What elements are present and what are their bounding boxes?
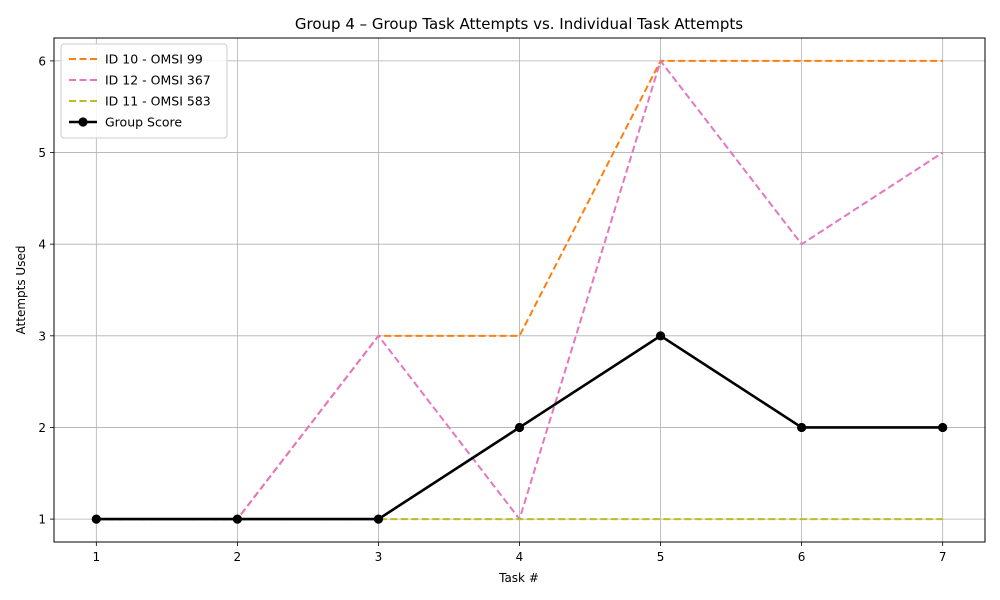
y-tick-label: 5 bbox=[38, 146, 46, 160]
legend-label-id-11-omsi-583: ID 11 - OMSI 583 bbox=[105, 94, 211, 109]
x-tick-label: 4 bbox=[516, 550, 524, 564]
ticks: 1 2 3 4 5 6 7 1 2 3 4 5 6 bbox=[38, 54, 946, 564]
data-point-group-score bbox=[514, 422, 525, 433]
data-point-group-score bbox=[373, 514, 384, 524]
y-axis-label: Attempts Used bbox=[14, 246, 28, 335]
y-tick-label: 6 bbox=[38, 54, 46, 68]
data-point-group-score bbox=[655, 331, 666, 341]
data-point-group-score bbox=[938, 422, 948, 433]
legend-label-id-12-omsi-367: ID 12 - OMSI 367 bbox=[105, 73, 211, 88]
legend: ID 10 - OMSI 99 ID 12 - OMSI 367 ID 11 - O… bbox=[60, 43, 228, 139]
x-tick-label: 3 bbox=[375, 550, 383, 564]
legend-box bbox=[60, 43, 228, 139]
data-point-group-score bbox=[232, 514, 242, 524]
x-tick-label: 1 bbox=[92, 550, 100, 564]
x-tick-label: 7 bbox=[939, 550, 947, 564]
chart-title: Group 4 – Group Task Attempts vs. Indivi… bbox=[295, 15, 743, 33]
data-point-group-score bbox=[91, 514, 101, 524]
y-tick-label: 1 bbox=[38, 513, 46, 527]
x-tick-label: 6 bbox=[798, 550, 806, 564]
series-layer bbox=[91, 59, 948, 524]
legend-label-id-10-omsi-99: ID 10 - OMSI 99 bbox=[105, 52, 203, 67]
x-tick-label: 2 bbox=[234, 550, 242, 564]
y-tick-label: 2 bbox=[38, 421, 46, 435]
data-point-group-score bbox=[797, 422, 807, 433]
x-tick-label: 5 bbox=[657, 550, 665, 564]
y-tick-label: 4 bbox=[38, 238, 46, 252]
x-axis-label: Task # bbox=[498, 571, 539, 585]
y-tick-label: 3 bbox=[38, 329, 46, 343]
legend-marker-group-score bbox=[78, 117, 88, 127]
legend-label-group-score: Group Score bbox=[105, 115, 182, 130]
